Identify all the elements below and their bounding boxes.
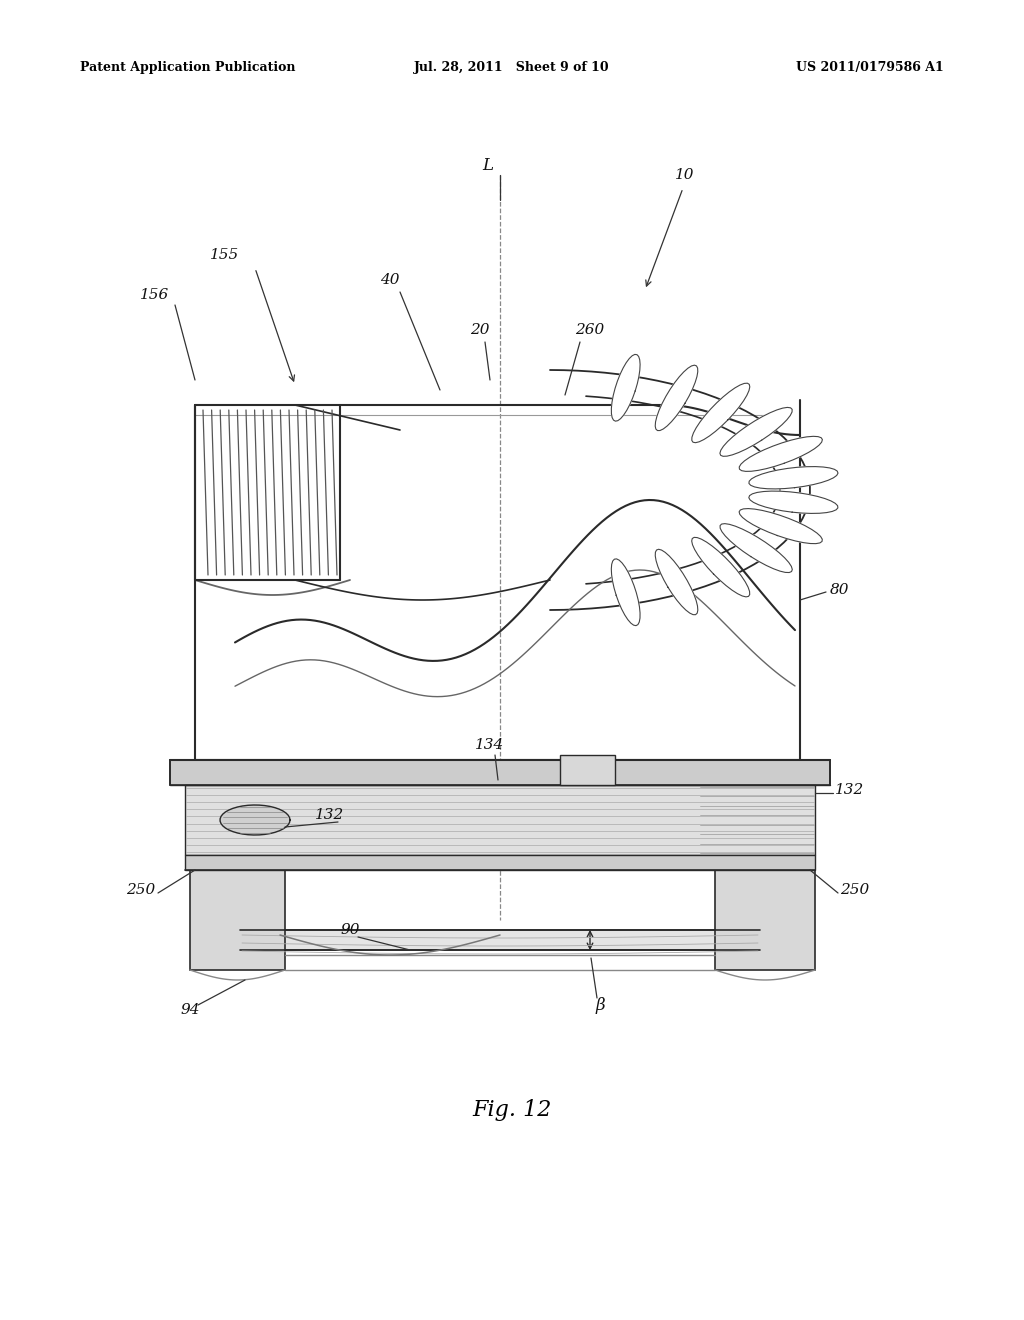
Text: 156: 156: [140, 288, 170, 302]
Polygon shape: [749, 491, 838, 513]
Text: 132: 132: [835, 783, 864, 797]
Polygon shape: [170, 760, 830, 785]
Text: 94: 94: [180, 1003, 200, 1016]
Text: 40: 40: [380, 273, 399, 286]
Text: 10: 10: [675, 168, 694, 182]
Text: Fig. 12: Fig. 12: [472, 1100, 552, 1121]
Text: 260: 260: [575, 323, 604, 337]
Text: 250: 250: [126, 883, 155, 898]
Polygon shape: [720, 524, 793, 573]
Text: 250: 250: [840, 883, 869, 898]
Polygon shape: [692, 383, 750, 442]
Polygon shape: [185, 855, 815, 870]
Polygon shape: [611, 354, 640, 421]
Polygon shape: [749, 466, 838, 488]
Polygon shape: [655, 366, 697, 430]
Polygon shape: [715, 870, 815, 970]
Text: 20: 20: [470, 323, 489, 337]
Text: US 2011/0179586 A1: US 2011/0179586 A1: [797, 62, 944, 74]
Text: 134: 134: [475, 738, 505, 752]
Polygon shape: [560, 755, 615, 785]
Polygon shape: [739, 508, 822, 544]
Polygon shape: [190, 870, 285, 970]
Text: L: L: [482, 157, 494, 173]
Polygon shape: [611, 558, 640, 626]
Polygon shape: [220, 805, 290, 836]
Text: Patent Application Publication: Patent Application Publication: [80, 62, 296, 74]
Text: Jul. 28, 2011   Sheet 9 of 10: Jul. 28, 2011 Sheet 9 of 10: [414, 62, 610, 74]
Polygon shape: [185, 785, 815, 855]
Polygon shape: [240, 931, 760, 950]
Polygon shape: [720, 408, 793, 457]
Polygon shape: [691, 537, 750, 597]
Polygon shape: [739, 437, 822, 471]
Polygon shape: [655, 549, 697, 615]
Text: β: β: [595, 997, 605, 1014]
Text: 80: 80: [830, 583, 850, 597]
Text: 90: 90: [340, 923, 359, 937]
Text: 132: 132: [315, 808, 345, 822]
Text: 155: 155: [210, 248, 240, 261]
